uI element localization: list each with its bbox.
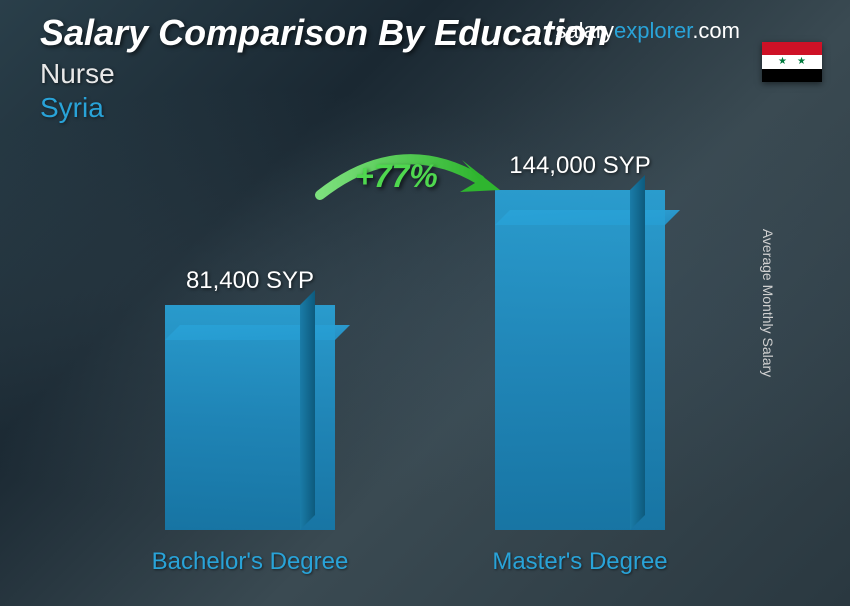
bar-side-face [630,175,645,530]
bar-bachelors: 81,400 SYP Bachelor's Degree [150,267,350,576]
flag-star-icon: ★ [778,56,787,67]
flag-star-icon: ★ [797,56,806,67]
brand-suffix: .com [692,18,740,43]
brand-prefix: salary [555,18,614,43]
bar-category-label: Master's Degree [480,548,680,576]
bar-value-label: 81,400 SYP [150,267,350,295]
bar-shape [495,190,665,530]
subtitle-occupation: Nurse [40,58,830,90]
subtitle-country: Syria [40,92,830,124]
bar-masters: 144,000 SYP Master's Degree [480,152,680,576]
bar-side-face [300,290,315,530]
increase-percent-badge: +77% [355,158,438,195]
y-axis-label: Average Monthly Salary [760,229,776,377]
brand-logo: salaryexplorer.com [555,18,740,44]
brand-mid: explorer [614,18,692,43]
bar-category-label: Bachelor's Degree [150,548,350,576]
bar-shape [165,305,335,530]
flag-stripe-red [762,42,822,55]
country-flag-icon: ★ ★ [762,42,822,82]
flag-stripe-white: ★ ★ [762,55,822,68]
flag-stripe-black [762,69,822,82]
bar-value-label: 144,000 SYP [480,152,680,180]
